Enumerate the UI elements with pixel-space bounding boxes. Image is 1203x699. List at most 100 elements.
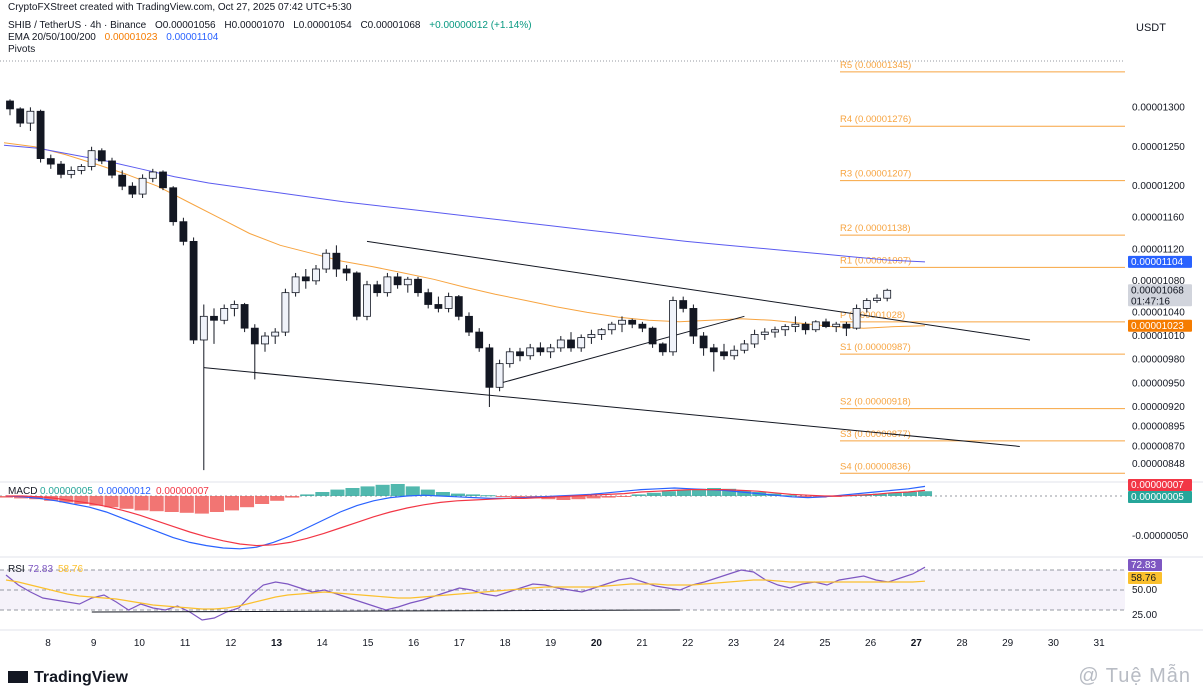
candle-body bbox=[199, 315, 208, 341]
macd-histogram-bar bbox=[209, 496, 224, 512]
macd-histogram-bar bbox=[300, 494, 315, 496]
y-tick-label: 0.00001300 bbox=[1132, 102, 1185, 113]
macd-histogram-bar bbox=[315, 492, 330, 496]
candle bbox=[689, 304, 698, 344]
pivot-lines: R5 (0.00001345) R4 (0.00001276) R3 (0.0000… bbox=[840, 60, 1125, 474]
x-tick-label: 23 bbox=[728, 638, 740, 649]
y-tick-label: 0.00001010 bbox=[1132, 331, 1185, 342]
symbol-line[interactable]: SHIB / TetherUS · 4h · Binance O0.000010… bbox=[8, 20, 538, 32]
watermark: @ Tuệ Mẫn bbox=[1078, 665, 1191, 688]
candle bbox=[781, 324, 790, 337]
candle-body bbox=[138, 177, 147, 195]
macd-histogram-bar bbox=[737, 490, 752, 496]
candle-body bbox=[210, 315, 218, 321]
currency-label[interactable]: USDT bbox=[1136, 22, 1172, 34]
candle-body bbox=[689, 308, 698, 337]
tradingview-logo[interactable]: TradingView bbox=[8, 669, 128, 687]
macd-histogram-bar bbox=[345, 488, 360, 496]
candle-body bbox=[373, 284, 382, 294]
ohlc-low: L0.00001054 bbox=[293, 20, 352, 31]
candles[interactable] bbox=[6, 99, 892, 471]
candle-body bbox=[159, 171, 167, 189]
candle-body bbox=[475, 331, 484, 349]
candle bbox=[791, 316, 800, 333]
y-tick-label: 0.00000848 bbox=[1132, 459, 1185, 470]
macd-histogram-bar bbox=[511, 496, 526, 498]
candle bbox=[811, 320, 820, 333]
trendlines bbox=[203, 240, 1031, 447]
candle-body bbox=[352, 272, 361, 317]
candle bbox=[822, 318, 830, 329]
candle-body bbox=[730, 349, 739, 357]
candle-body bbox=[811, 321, 820, 331]
y-tick-label: 0.00001120 bbox=[1132, 244, 1185, 255]
x-tick-label: 31 bbox=[1094, 638, 1106, 649]
y-tick-label: 0.00000980 bbox=[1132, 355, 1185, 366]
candle-body bbox=[16, 108, 25, 124]
candle bbox=[383, 272, 392, 297]
rsi-legend-label: RSI bbox=[8, 564, 25, 575]
candle-body bbox=[760, 331, 769, 335]
candle-body bbox=[301, 276, 310, 282]
candle bbox=[454, 295, 463, 321]
candle-body bbox=[169, 187, 178, 223]
candle bbox=[720, 343, 728, 360]
candle bbox=[301, 269, 310, 289]
pivot-label: P (0.00001028) bbox=[840, 310, 905, 321]
candle-body bbox=[414, 278, 422, 294]
candle bbox=[87, 146, 96, 171]
macd-histogram-bar bbox=[631, 494, 646, 496]
candle bbox=[485, 343, 494, 408]
x-tick-label: 28 bbox=[956, 638, 968, 649]
candle-body bbox=[454, 296, 463, 317]
macd-histogram-bar bbox=[450, 493, 465, 496]
y-tick-label: 0.00001250 bbox=[1132, 142, 1185, 153]
rsi-legend-ma: 58.76 bbox=[58, 564, 83, 575]
macd-tag-bg bbox=[1128, 491, 1192, 503]
candle bbox=[638, 321, 647, 333]
macd-tag-label: 0.00000005 bbox=[1131, 492, 1184, 503]
price-tag-label: 0.00001068 bbox=[1131, 285, 1184, 296]
candle-body bbox=[87, 150, 96, 167]
candle bbox=[261, 332, 269, 352]
x-tick-label: 30 bbox=[1048, 638, 1060, 649]
ema-label[interactable]: EMA 20/50/100/200 bbox=[8, 32, 96, 43]
candle bbox=[699, 332, 708, 356]
macd-tag-bg bbox=[1128, 479, 1192, 491]
candle-body bbox=[261, 335, 269, 345]
pivots-label[interactable]: Pivots bbox=[8, 44, 36, 55]
pivot-label: S1 (0.00000987) bbox=[840, 342, 911, 353]
macd-histogram-bar bbox=[661, 491, 676, 496]
grid bbox=[0, 60, 1203, 631]
macd-histogram-bar bbox=[676, 489, 691, 496]
candle bbox=[230, 300, 239, 317]
rsi-tag-label: 72.83 bbox=[1131, 560, 1156, 571]
x-tick-label: 18 bbox=[499, 638, 511, 649]
candle bbox=[444, 292, 453, 313]
macd-histogram-bar bbox=[285, 496, 300, 498]
candle bbox=[526, 343, 535, 360]
candle-body bbox=[709, 347, 718, 353]
symbol-title[interactable]: SHIB / TetherUS · 4h · Binance bbox=[8, 20, 147, 31]
candle bbox=[832, 321, 841, 333]
ohlc-high: H0.00001070 bbox=[224, 20, 285, 31]
x-tick-label: 9 bbox=[91, 638, 97, 649]
macd-histogram-bar bbox=[255, 496, 270, 504]
candle-body bbox=[648, 327, 657, 345]
candle bbox=[465, 312, 473, 337]
macd-histogram-bar bbox=[134, 496, 149, 511]
ema-legend[interactable]: EMA 20/50/100/200 0.00001023 0.00001104 bbox=[8, 32, 224, 44]
candle bbox=[271, 328, 280, 344]
x-tick-label: 21 bbox=[637, 638, 649, 649]
rsi-tag-label: 58.76 bbox=[1131, 573, 1156, 584]
candle-body bbox=[403, 278, 412, 286]
candle bbox=[291, 272, 300, 297]
candle-body bbox=[97, 150, 106, 162]
candle-body bbox=[505, 351, 514, 365]
macd-legend-hist: 0.00000005 bbox=[40, 486, 93, 497]
candle-body bbox=[567, 339, 575, 349]
candle-body bbox=[383, 276, 392, 294]
pivots-legend[interactable]: Pivots bbox=[8, 44, 41, 56]
